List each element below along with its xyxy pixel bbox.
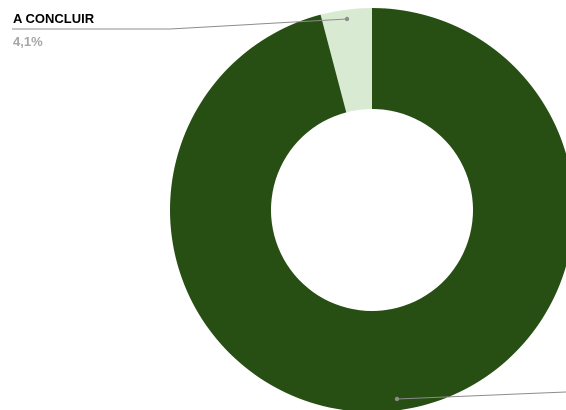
leader-dot-main-slice (394, 396, 400, 402)
donut-slice-1 (170, 8, 566, 410)
slice-callouts: A CONCLUIR 4,1% (12, 11, 566, 402)
donut-slices (170, 8, 566, 410)
leader-dot-a-concluir (344, 16, 350, 22)
slice-label-a-concluir: A CONCLUIR (13, 11, 95, 26)
slice-value-a-concluir: 4,1% (13, 34, 43, 49)
donut-slice-0 (320, 8, 372, 113)
leader-line-main-slice (396, 391, 566, 400)
leader-line-a-concluir-diagonal (169, 18, 348, 30)
